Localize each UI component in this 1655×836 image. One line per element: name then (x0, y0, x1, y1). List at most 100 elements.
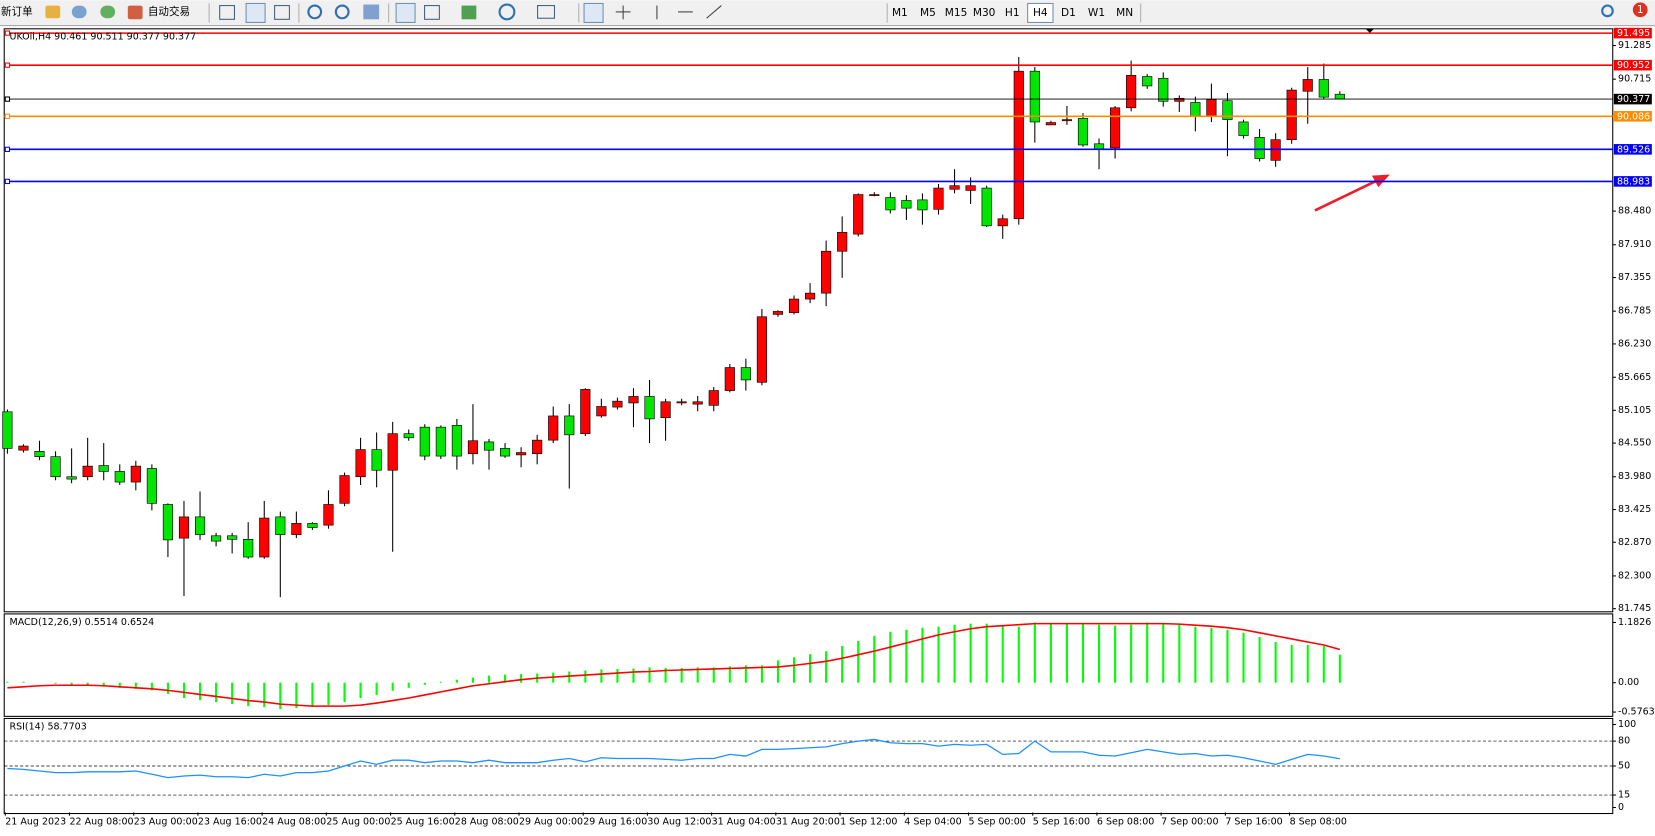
candle-body (1302, 79, 1313, 92)
candle-body (50, 456, 61, 478)
trendline-button[interactable] (706, 5, 722, 19)
candle-body (82, 465, 93, 478)
timeframe-button[interactable]: M1 (892, 7, 908, 19)
candle-body (837, 232, 848, 252)
candle-body (275, 516, 286, 535)
level-label: 90.377 (1617, 94, 1650, 105)
y-tick-label: 100 (1618, 719, 1636, 730)
x-tick-label: 25 Aug 00:00 (326, 816, 390, 827)
level-handle (4, 178, 11, 185)
candle-body (676, 401, 687, 404)
candle-body (532, 439, 543, 455)
timeframe-button[interactable]: H1 (1005, 7, 1020, 19)
toolbar: 新订单 自动交易 M1 M5 M15 M30 H1 H4 D1 W1 MN 1 (0, 0, 1655, 27)
icon-button[interactable] (424, 5, 440, 20)
y-tick-label: 82.300 (1618, 570, 1651, 581)
zoom-out[interactable] (334, 4, 350, 20)
candle-body (451, 425, 462, 457)
y-tick-label: 91.285 (1618, 40, 1651, 51)
candle-body (708, 390, 719, 406)
level-label: 90.952 (1617, 60, 1650, 71)
timeframe-button[interactable]: MN (1116, 7, 1133, 19)
candle-body (259, 517, 270, 558)
candle-body (596, 406, 607, 417)
x-tick-label: 31 Aug 04:00 (712, 816, 776, 827)
candle-body (146, 468, 157, 504)
candle-body (355, 449, 366, 478)
candle-body (1061, 119, 1073, 122)
level-handle (4, 113, 11, 119)
cursor-button[interactable] (583, 2, 604, 23)
search-button[interactable] (1601, 4, 1614, 18)
timeframe-button[interactable]: M5 (920, 7, 936, 19)
y-tick-label: 86.785 (1618, 306, 1651, 317)
candle-body (339, 475, 350, 504)
level-label-box (1613, 176, 1652, 187)
x-tick-label: 1 Sep 12:00 (840, 816, 897, 827)
y-tick-label: 85.665 (1618, 372, 1651, 383)
candle-body (211, 535, 222, 542)
icon-button[interactable] (537, 5, 556, 19)
x-tick-label: 31 Aug 20:00 (776, 816, 840, 827)
icon-button[interactable] (274, 5, 290, 20)
candle-body (435, 426, 446, 457)
level-label-box (1613, 93, 1652, 105)
candle-body (548, 415, 559, 441)
icon-button[interactable] (498, 3, 516, 21)
y-tick-label: 85.105 (1618, 405, 1651, 416)
notification-count: 1 (1637, 4, 1644, 16)
y-tick-label: 50 (1618, 761, 1630, 772)
candle-body (997, 218, 1008, 227)
candle-body (499, 448, 511, 457)
icon-button[interactable] (363, 4, 380, 20)
candle-body (1029, 70, 1040, 123)
pane-title: MACD(12,26,9) 0.5514 0.6524 (10, 617, 155, 628)
candle-body (740, 367, 751, 381)
candle-body (1318, 79, 1329, 98)
auto-trading-icon[interactable] (127, 5, 143, 20)
timeframe-button[interactable]: M15 (945, 7, 968, 19)
y-tick-label: 83.425 (1618, 504, 1651, 515)
macd-pane (3, 613, 1614, 717)
icon-button[interactable] (100, 5, 116, 19)
chart-window (3, 28, 1614, 815)
x-tick-label: 5 Sep 16:00 (1033, 816, 1090, 827)
candle-body (419, 426, 430, 457)
x-tick-label: 21 Aug 2023 (5, 816, 66, 827)
pane-title: UKOil,H4 90.461 90.511 90.377 90.377 (10, 32, 197, 43)
candle-body (1013, 70, 1024, 220)
shift-marker (1365, 28, 1375, 34)
candle-body (178, 516, 190, 539)
y-tick-label: 1.1826 (1618, 617, 1651, 628)
timeframe-button[interactable]: W1 (1088, 7, 1105, 19)
icon-button[interactable] (461, 5, 477, 20)
candle-body (628, 396, 639, 404)
candle-body (805, 292, 816, 300)
candle-body (243, 539, 254, 558)
candle-body (917, 199, 928, 211)
timeframe-button[interactable]: M30 (973, 7, 996, 19)
icon-button[interactable] (395, 2, 416, 23)
candle-body (1190, 102, 1201, 117)
icon-button[interactable] (71, 5, 87, 19)
timeframe-button[interactable]: D1 (1061, 7, 1076, 19)
candle-body (1286, 89, 1297, 140)
icon-button[interactable] (219, 5, 235, 20)
candle-body (869, 194, 880, 196)
candle-body (981, 187, 992, 227)
y-tick-label: 88.480 (1618, 206, 1651, 217)
timeframe-button[interactable]: H4 (1033, 7, 1048, 19)
timeframes: M1 M5 M15 M30 H1 H4 D1 W1 MN (892, 2, 1133, 23)
level-handle (4, 30, 11, 36)
notification-badge[interactable] (1632, 2, 1648, 18)
candle-body (1077, 118, 1089, 146)
icon-button[interactable] (245, 2, 266, 23)
candle-body (483, 441, 495, 451)
zoom-in[interactable] (307, 4, 323, 20)
icon-button[interactable] (45, 5, 61, 19)
candle-body (788, 298, 800, 313)
auto-trading-button[interactable]: 自动交易 (148, 5, 190, 18)
x-tick-label: 24 Aug 08:00 (262, 816, 326, 827)
new-order-button[interactable]: 新订单 (1, 5, 33, 18)
